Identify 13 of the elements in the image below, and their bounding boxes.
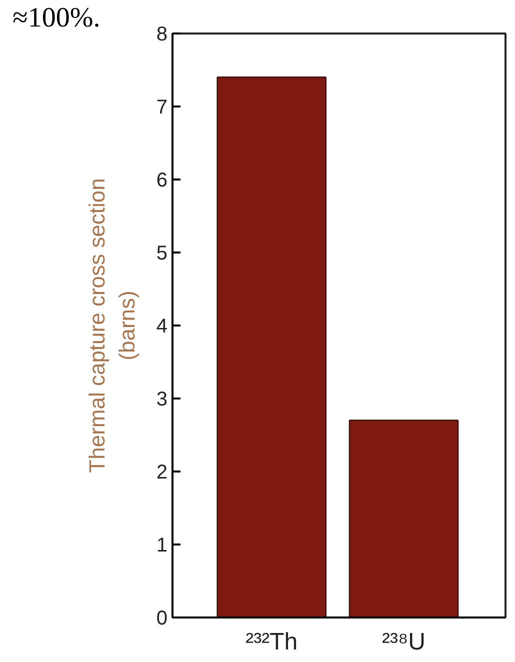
y-tick-label: 7	[156, 96, 168, 118]
y-tick-label: 4	[156, 316, 168, 338]
text: ≈100%.	[12, 2, 100, 34]
y-tick-label: 1	[156, 534, 168, 556]
x-tick-label: ²³⁸U	[382, 628, 426, 656]
x-tick-label: ²³²Th	[246, 628, 298, 656]
y-tick-label: 0	[156, 608, 168, 630]
y-tick-label: 6	[156, 170, 168, 192]
y-axis-title: Thermal capture cross section (barns)	[84, 178, 140, 473]
y-tick-label: 8	[156, 24, 168, 46]
y-tick-label: 2	[156, 462, 168, 484]
y-tick-label: 5	[156, 242, 168, 264]
y-tick-label: 3	[156, 388, 168, 410]
